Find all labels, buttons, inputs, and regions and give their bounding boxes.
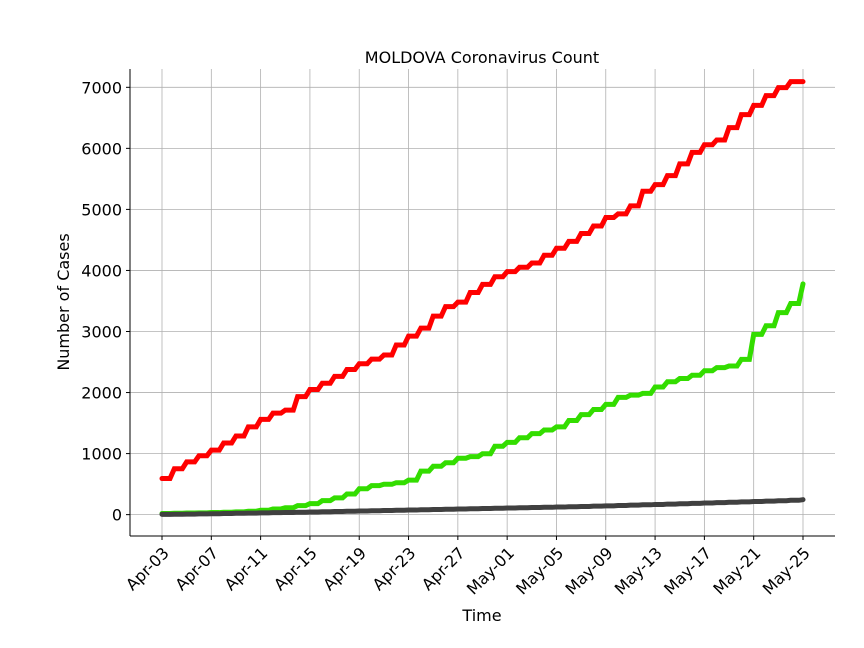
y-tick-label: 4000 xyxy=(81,261,122,280)
x-tick-label: Apr-27 xyxy=(418,543,469,594)
y-tick-label: 0 xyxy=(112,506,122,525)
x-tick-label: May-01 xyxy=(463,543,518,598)
x-tick-label: Apr-23 xyxy=(369,543,420,594)
x-tick-label: May-09 xyxy=(561,543,616,598)
y-ticks: 0 1000 2000 3000 4000 5000 6000 7000 xyxy=(81,78,130,525)
y-tick-label: 2000 xyxy=(81,384,122,403)
x-tick-label: Apr-03 xyxy=(122,543,173,594)
x-tick-label: May-17 xyxy=(660,543,715,598)
x-tick-label: Apr-15 xyxy=(270,543,321,594)
y-tick-label: 7000 xyxy=(81,78,122,97)
x-ticks: Apr-03Apr-07Apr-11Apr-15Apr-19Apr-23Apr-… xyxy=(122,536,814,599)
x-tick-label: May-05 xyxy=(512,543,567,598)
x-axis-title: Time xyxy=(461,606,501,625)
x-tick-label: May-21 xyxy=(709,543,764,598)
axes xyxy=(129,69,835,537)
x-tick-label: May-25 xyxy=(759,543,814,598)
chart-title: MOLDOVA Coronavirus Count xyxy=(365,48,599,67)
series-line-3 xyxy=(159,497,806,517)
y-tick-label: 1000 xyxy=(81,445,122,464)
y-tick-label: 3000 xyxy=(81,322,122,341)
y-tick-label: 6000 xyxy=(81,139,122,158)
x-tick-label: May-13 xyxy=(611,543,666,598)
series-layer xyxy=(159,79,806,517)
x-tick-label: Apr-11 xyxy=(221,543,272,594)
x-tick-label: Apr-07 xyxy=(171,543,222,594)
series-line-2 xyxy=(159,281,806,516)
x-tick-label: Apr-19 xyxy=(319,543,370,594)
y-axis-title: Number of Cases xyxy=(54,233,73,370)
y-tick-label: 5000 xyxy=(81,200,122,219)
grid xyxy=(130,69,835,536)
series-line-1 xyxy=(159,79,806,482)
